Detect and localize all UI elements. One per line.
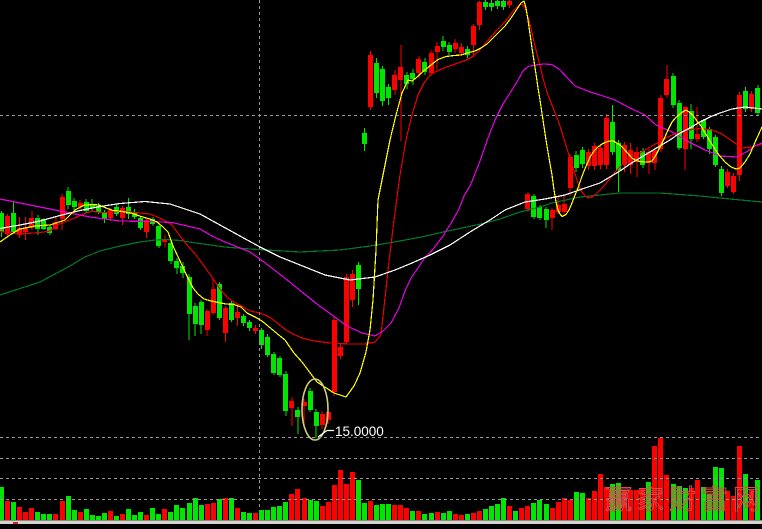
svg-text:赢家财富网: 赢家财富网 — [605, 485, 762, 515]
svg-text:15.0000: 15.0000 — [335, 424, 384, 439]
